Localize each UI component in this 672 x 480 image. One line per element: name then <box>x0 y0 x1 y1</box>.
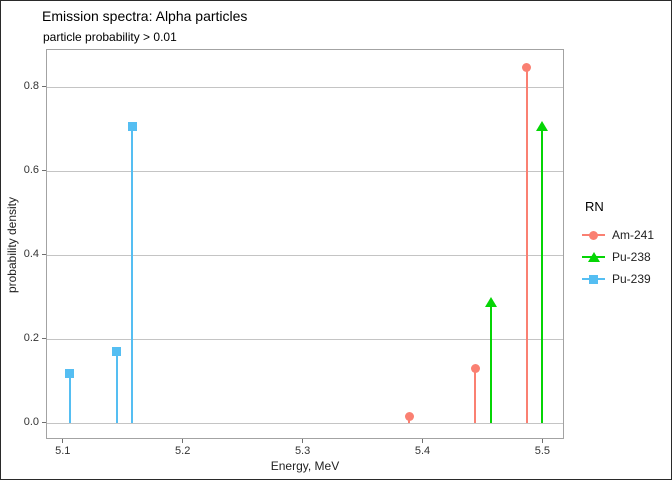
y-tick-label: 0.4 <box>23 247 39 260</box>
y-tick-label: 0.8 <box>23 80 39 93</box>
circle-marker-am-241 <box>522 63 532 73</box>
y-axis-title: probability density <box>5 196 19 294</box>
x-tick-label: 5.2 <box>175 445 191 457</box>
triangle-marker-pu-238 <box>536 120 549 131</box>
chart-title: Emission spectra: Alpha particles <box>42 8 248 24</box>
gridline <box>47 422 563 424</box>
y-tick-mark <box>42 337 46 339</box>
stem-am-241 <box>474 368 477 424</box>
y-tick-mark <box>42 421 46 423</box>
plot-panel <box>46 49 564 439</box>
legend-item-pu-238: Pu-238 <box>582 246 671 268</box>
gridline <box>47 87 563 89</box>
square-marker-pu-239 <box>112 347 122 357</box>
x-tick-mark <box>422 439 423 443</box>
legend-title: RN <box>585 199 604 214</box>
x-tick-label: 5.3 <box>294 445 311 457</box>
x-tick-label: 5.5 <box>534 445 551 457</box>
legend-item-pu-239: Pu-239 <box>582 268 671 290</box>
triangle-marker-pu-238 <box>484 296 497 307</box>
stem-pu-239 <box>131 126 134 424</box>
x-tick-mark <box>302 439 304 443</box>
legend-items: Am-241 Pu-238 Pu-239 <box>582 224 671 290</box>
gridline <box>47 338 563 340</box>
x-tick-label: 5.1 <box>55 445 71 457</box>
legend: RN Am-241 Pu-238 Pu-239 <box>582 199 671 290</box>
circle-marker-am-241 <box>470 363 480 373</box>
stem-pu-238 <box>489 301 492 424</box>
chart-subtitle: particle probability > 0.01 <box>43 30 177 44</box>
circle-icon <box>589 230 598 240</box>
gridline <box>47 171 563 173</box>
square-marker-pu-239 <box>127 121 137 131</box>
x-tick-mark <box>62 439 64 443</box>
square-icon <box>589 274 598 284</box>
y-tick-mark <box>42 86 46 88</box>
x-tick-label: 5.4 <box>414 445 431 457</box>
stem-am-241 <box>525 67 528 424</box>
triangle-icon <box>587 252 600 262</box>
legend-item-am-241: Am-241 <box>582 224 671 246</box>
stem-pu-238 <box>541 125 544 424</box>
y-tick-label: 0.6 <box>23 164 39 177</box>
x-tick-mark <box>541 439 543 443</box>
y-tick-mark <box>42 170 46 172</box>
gridline <box>47 254 563 256</box>
y-tick-mark <box>42 253 46 255</box>
legend-item-label: Pu-238 <box>612 250 651 264</box>
circle-marker-am-241 <box>404 412 414 422</box>
x-axis-title: Energy, MeV <box>270 459 340 473</box>
legend-item-label: Am-241 <box>612 228 655 242</box>
legend-item-label: Pu-239 <box>612 272 651 286</box>
stem-pu-239 <box>68 373 71 424</box>
square-marker-pu-239 <box>65 369 75 379</box>
stem-pu-239 <box>115 351 118 424</box>
y-tick-label: 0.2 <box>23 331 39 344</box>
x-tick-mark <box>182 439 184 443</box>
y-tick-label: 0.0 <box>23 415 39 428</box>
